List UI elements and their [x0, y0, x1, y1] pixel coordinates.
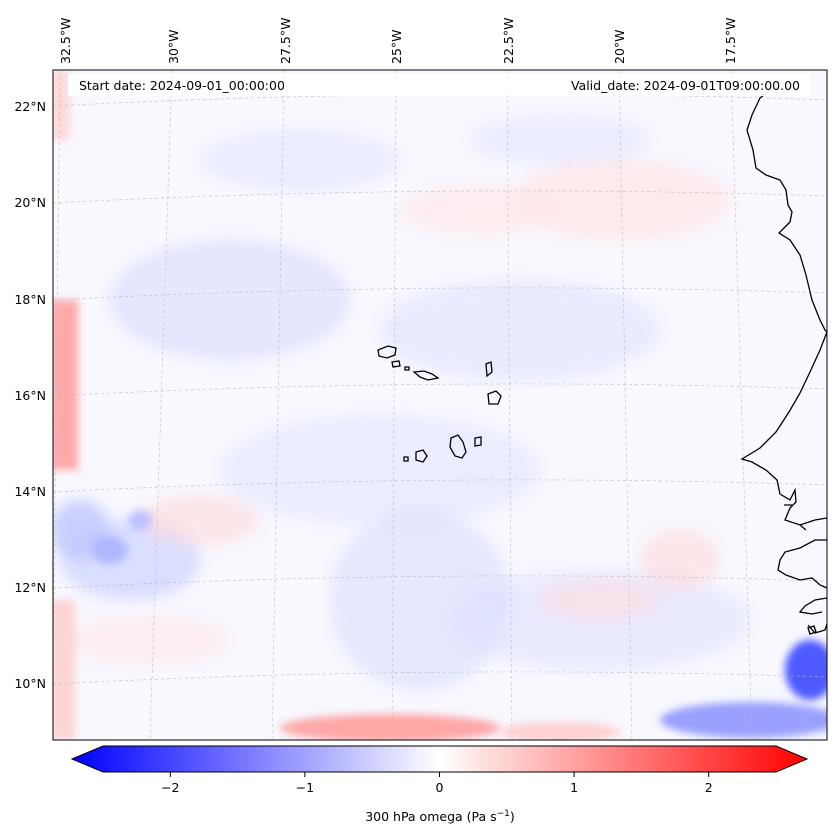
island-boa-vista [487, 390, 502, 405]
parallel-14n [53, 479, 827, 493]
lat-label-22n: 22°N [14, 99, 46, 114]
island-maio [474, 436, 482, 447]
meridian-22-5w [506, 70, 513, 740]
lon-label-17-5w: 17.5°W [723, 18, 738, 64]
colorbar-bar [70, 745, 809, 773]
colorbar-tick-label: −1 [296, 780, 314, 795]
colorbar-label: 300 hPa omega (Pa s−1) [365, 809, 515, 824]
parallel-18n [53, 287, 827, 301]
island-sao-nicolau [412, 370, 440, 381]
lon-label-30w: 30°W [166, 29, 181, 64]
map-frame [52, 69, 828, 741]
parallel-16n [53, 383, 827, 397]
meridian-25w [391, 70, 397, 740]
lat-label-14n: 14°N [14, 484, 46, 499]
map-panel: Start date: 2024-09-01_00:00:00 Valid_da… [52, 69, 828, 741]
meridian-30w [149, 70, 173, 740]
colorbar-tick-label: 0 [436, 780, 444, 795]
header-band [68, 74, 810, 96]
colorbar: −2 −1 0 1 2 300 hPa omega (Pa s−1) [70, 745, 809, 824]
lon-label-25w: 25°W [389, 29, 404, 64]
meridian-17-5w [730, 70, 753, 740]
island-fogo [415, 449, 428, 463]
island-santo-antao [377, 345, 397, 359]
island-bijagos [807, 625, 817, 635]
latitude-labels: 22°N 20°N 18°N 16°N 14°N 12°N 10°N [14, 99, 46, 691]
colorbar-tick-label: −2 [161, 780, 179, 795]
parallel-20n [53, 190, 827, 204]
parallel-10n [53, 671, 827, 685]
island-sal [485, 361, 493, 378]
lon-label-27-5w: 27.5°W [278, 18, 293, 64]
omega-field [53, 70, 827, 740]
island-santa-luzia [404, 366, 410, 371]
lat-label-20n: 20°N [14, 195, 46, 210]
lon-label-20w: 20°W [612, 29, 627, 64]
colorbar-ticks: −2 −1 0 1 2 [161, 772, 713, 795]
longitude-labels: 32.5°W 30°W 27.5°W 25°W 22.5°W 20°W 17.5… [58, 18, 738, 64]
island-brava [403, 456, 409, 462]
lat-label-10n: 10°N [14, 676, 46, 691]
lat-label-12n: 12°N [14, 580, 46, 595]
colorbar-tick-label: 1 [570, 780, 578, 795]
lat-label-16n: 16°N [14, 388, 46, 403]
coastlines [377, 89, 827, 635]
island-sao-vicente [391, 360, 401, 368]
valid-date-text: Valid_date: 2024-09-01T09:00:00.00 [571, 78, 800, 93]
parallel-22n [53, 93, 827, 107]
africa-coastline [740, 89, 827, 634]
start-date-text: Start date: 2024-09-01_00:00:00 [79, 78, 285, 93]
coast-bits [784, 504, 807, 531]
lon-label-22-5w: 22.5°W [501, 18, 516, 64]
lat-label-18n: 18°N [14, 292, 46, 307]
colorbar-tick-label: 2 [705, 780, 713, 795]
parallel-12n [53, 575, 827, 589]
lon-label-32-5w: 32.5°W [58, 18, 73, 64]
meridian-27-5w [271, 70, 285, 740]
meridian-20w [618, 70, 633, 740]
island-santiago [449, 434, 467, 459]
